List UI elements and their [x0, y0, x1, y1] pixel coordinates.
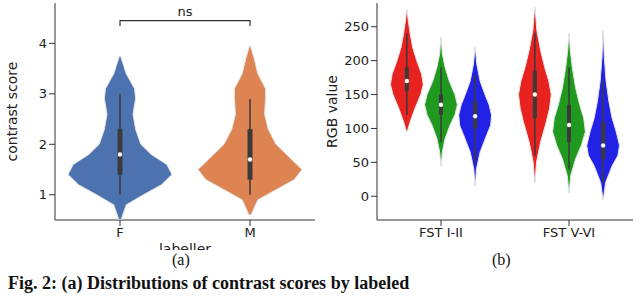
svg-text:labeller: labeller [159, 241, 211, 250]
svg-text:4: 4 [39, 36, 47, 51]
svg-text:M: M [244, 225, 255, 240]
svg-text:100: 100 [344, 121, 369, 136]
svg-text:50: 50 [352, 155, 369, 170]
svg-text:200: 200 [344, 53, 369, 68]
html-text:(a): (a) [172, 251, 190, 268]
svg-text:0: 0 [361, 189, 369, 204]
svg-text:1: 1 [39, 187, 47, 202]
svg-text:FST V-VI: FST V-VI [543, 225, 595, 240]
html-text:Fig. 2: (a) Distributions of c: Fig. 2: (a) Distributions of contrast sc… [8, 273, 410, 293]
svg-text:150: 150 [344, 87, 369, 102]
svg-text:contrast score: contrast score [8, 62, 20, 162]
svg-text:ns: ns [177, 4, 192, 19]
svg-text:F: F [116, 225, 123, 240]
svg-text:250: 250 [344, 19, 369, 34]
svg-text:2: 2 [39, 137, 47, 152]
html-text:(b): (b) [492, 251, 511, 268]
svg-text:FST I-II: FST I-II [419, 225, 463, 240]
svg-text:RGB value: RGB value [324, 75, 340, 148]
svg-text:3: 3 [39, 86, 47, 101]
